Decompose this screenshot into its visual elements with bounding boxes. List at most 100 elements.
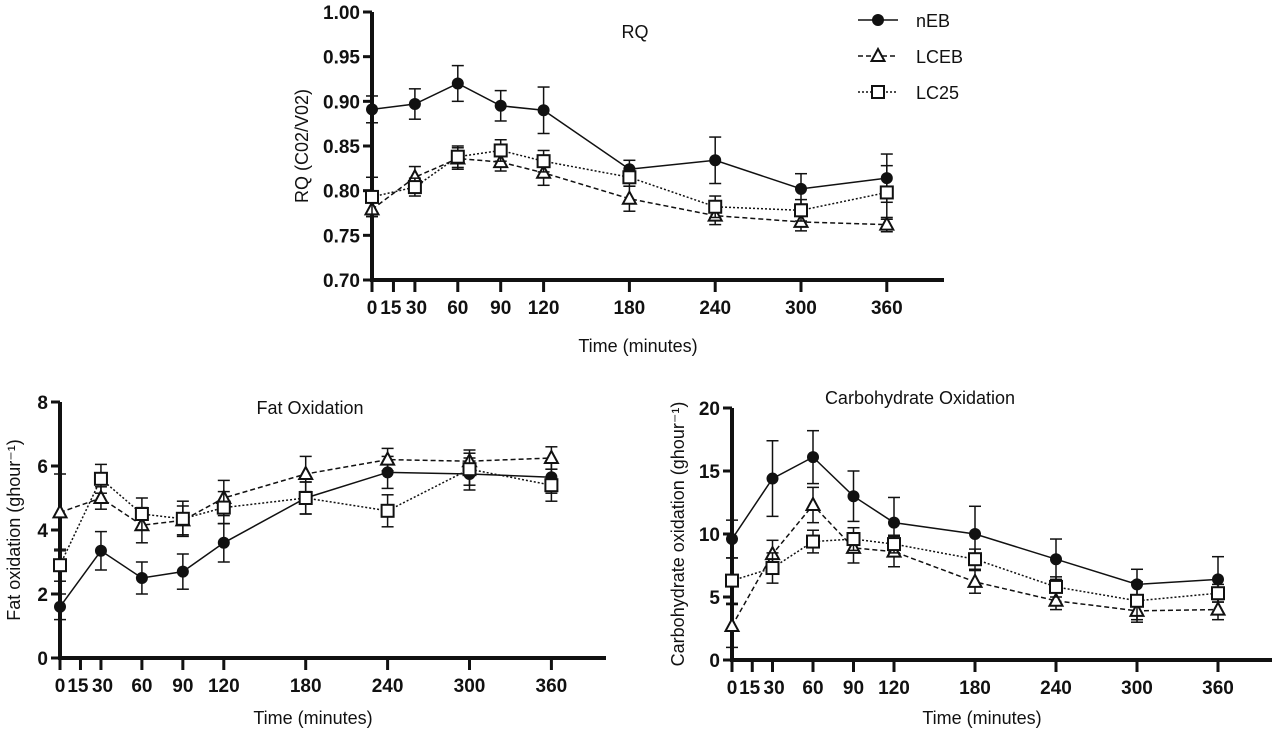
data-point-square [765,561,780,576]
data-point-square [216,500,231,515]
data-point-square [846,532,861,547]
chart-title: Fat Oxidation [256,398,363,418]
data-point-circle [537,104,550,117]
data-point-circle [847,490,860,503]
x-tick-label: 360 [1202,678,1234,699]
x-tick-label: 60 [447,298,468,319]
data-point-triangle [1047,591,1065,607]
x-tick-label: 360 [871,298,903,319]
y-tick-label: 6 [37,457,48,478]
y-tick-label: 0 [709,651,720,672]
data-point-circle [176,565,189,578]
y-axis-label: RQ (C02/V02) [292,89,312,203]
series-LC25 [725,526,1225,621]
x-tick-label: 240 [1040,678,1072,699]
data-point-circle [494,99,507,112]
data-point-circle [1050,553,1062,566]
data-point-square [365,189,379,204]
data-point-square [1049,579,1063,594]
data-point-square [380,503,395,518]
x-tick-label: 30 [406,298,427,319]
data-point-triangle [297,464,314,480]
series-LC25 [365,138,894,222]
data-point-circle [872,14,884,26]
data-point-triangle [878,215,895,231]
data-point-triangle [723,616,741,632]
y-tick-label: 0 [37,649,48,670]
data-point-circle [366,103,378,116]
data-point-triangle [379,450,396,466]
data-point-square [871,85,885,99]
series-LC25 [53,452,559,582]
legend-label: LC25 [916,83,959,103]
y-tick-label: 0.80 [323,182,360,203]
data-point-square [175,511,190,526]
data-point-triangle [966,572,984,588]
x-tick-label: 0 [55,676,66,697]
x-tick-label: 90 [843,678,864,699]
y-tick-label: 10 [699,525,720,546]
x-tick-label: 300 [785,298,817,319]
x-tick-label: 120 [208,676,240,697]
x-tick-label: 360 [536,676,568,697]
y-tick-label: 4 [37,521,48,542]
data-point-square [968,552,982,567]
x-tick-label: 30 [92,676,113,697]
data-point-triangle [51,503,69,519]
x-tick-label: 90 [172,676,193,697]
x-tick-label: 120 [878,678,910,699]
x-tick-label: 300 [454,676,486,697]
data-point-square [536,154,551,169]
x-tick-label: 60 [802,678,823,699]
x-tick-label: 180 [614,298,646,319]
data-point-square [407,180,422,195]
data-point-square [1211,586,1225,601]
y-tick-label: 2 [37,585,48,606]
data-point-circle [807,451,819,464]
x-tick-label: 90 [490,298,511,319]
legend: nEB LCEB LC25 [858,11,963,103]
y-tick-label: 0.95 [323,48,360,69]
data-point-circle [451,77,464,90]
data-point-square [622,170,637,185]
x-tick-label: 300 [1121,678,1153,699]
data-point-triangle [804,495,822,512]
x-tick-label: 15 [380,298,402,319]
chart-panel-0: 0.70 0.75 0.80 0.85 0.90 0.95 1.00 0 15 30 60 90 120… [292,3,944,356]
x-tick-label: 240 [699,298,731,319]
data-point-circle [381,466,394,479]
data-point-square [1130,593,1144,608]
data-point-square [493,143,508,158]
x-axis-label: Time (minutes) [253,708,372,728]
y-axis-label: Carbohydrate oxidation (ghour⁻¹) [668,402,688,667]
y-tick-label: 8 [37,393,48,414]
data-point-circle [1212,573,1224,586]
data-point-square [806,534,820,549]
data-point-circle [888,516,900,529]
data-point-circle [217,536,230,549]
legend-label: LCEB [916,47,963,67]
x-tick-label: 60 [131,676,152,697]
data-point-square [298,491,313,505]
data-point-square [879,185,894,200]
x-tick-label: 180 [290,676,322,697]
data-point-circle [969,528,981,540]
data-point-circle [54,600,66,613]
data-point-circle [726,533,738,546]
data-point-triangle [1209,600,1227,616]
data-point-square [134,507,149,521]
legend-label: nEB [916,11,950,31]
data-point-triangle [869,46,887,62]
data-point-square [93,471,108,486]
data-point-circle [408,98,421,111]
x-axis-label: Time (minutes) [578,336,697,356]
y-tick-label: 0.85 [323,137,360,158]
chart-title: Carbohydrate Oxidation [825,388,1015,408]
data-point-square [544,478,559,493]
data-point-triangle [621,189,638,205]
data-point-triangle [92,488,110,504]
data-point-square [725,573,739,588]
data-point-square [462,462,477,477]
